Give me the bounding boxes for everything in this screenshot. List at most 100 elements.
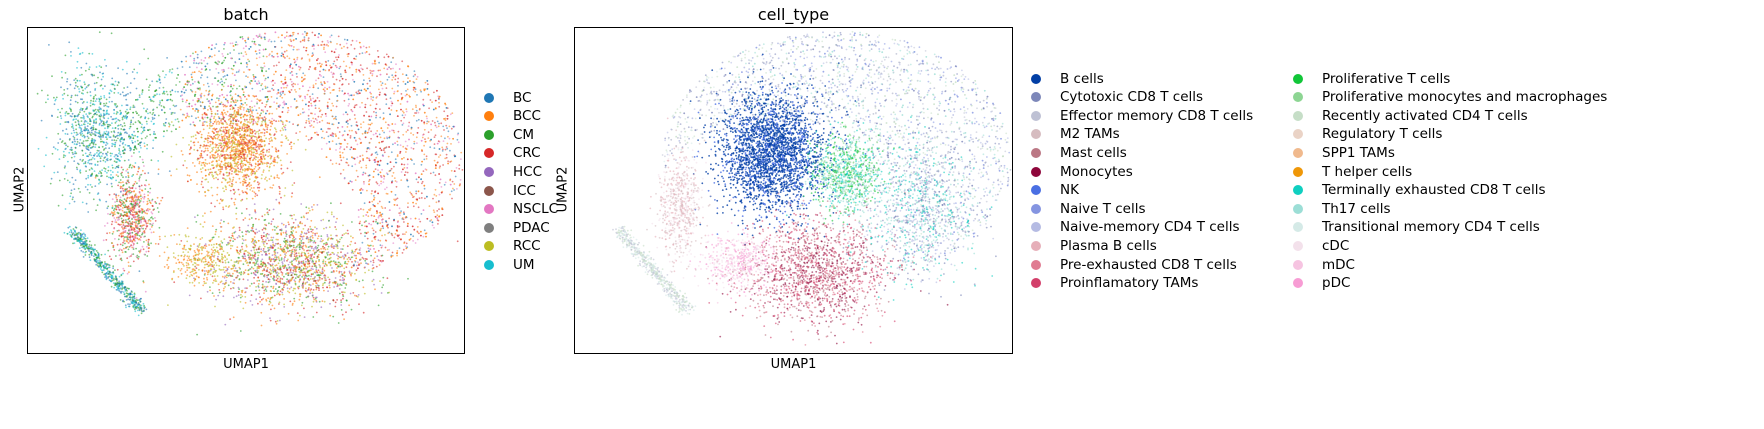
batch-point [156,80,159,83]
batch-point [367,123,370,126]
batch-point [207,132,210,134]
batch-point [242,164,245,167]
batch-point [186,99,188,102]
batch-point [346,252,349,255]
batch-point [401,60,404,63]
batch-point [357,128,360,131]
batch-point [151,80,154,83]
batch-point [237,120,240,122]
batch-point [325,142,328,145]
batch-point [246,66,248,68]
batch-point [400,163,403,166]
batch-point [293,255,296,257]
batch-point [277,89,280,91]
batch-point [210,112,213,115]
batch-point [438,182,441,184]
batch-point [438,193,441,196]
batch-point [188,66,191,68]
batch-point [168,70,171,73]
batch-point [140,220,142,223]
batch-point [361,241,364,244]
batch-point [444,119,447,122]
batch-point [255,109,258,112]
batch-point [119,258,122,260]
batch-point [233,192,236,195]
batch-point [247,110,250,113]
batch-point [410,147,413,149]
batch-point [233,101,236,104]
batch-point [228,115,231,117]
batch-point [280,93,282,96]
batch-point [204,57,207,59]
batch-point [249,130,252,132]
batch-point [203,112,206,115]
batch-point [214,61,217,64]
batch-point [226,94,229,97]
batch-point [330,34,333,37]
batch-point [309,99,312,102]
batch-point [441,150,444,152]
batch-point [455,167,458,169]
batch-point [380,84,383,87]
batch-point [218,157,221,159]
batch-point [386,78,389,81]
batch-point [126,196,129,199]
batch-point [371,227,374,230]
batch-point [143,165,145,167]
batch-point [282,83,285,86]
batch-point [171,99,174,102]
batch-point [127,176,130,179]
batch-point [335,78,338,81]
batch-point [122,207,124,209]
batch-point [372,245,374,247]
batch-point [147,220,150,222]
batch-point [231,144,234,147]
batch-point [217,79,220,82]
batch-point [137,238,140,241]
batch-point [158,235,161,238]
batch-point [170,111,173,114]
batch-point [415,136,418,139]
batch-point [137,130,139,133]
batch-point [446,147,449,150]
batch-point [131,133,134,136]
batch-point [220,89,223,91]
batch-point [438,167,441,169]
batch-point [132,242,135,245]
batch-point [380,260,382,262]
batch-point [250,266,253,269]
batch-point [119,233,122,235]
batch-point [345,78,347,81]
batch-point [263,62,266,65]
batch-point [384,121,387,124]
batch-point [410,158,412,161]
batch-point [368,115,370,118]
batch-point [216,164,219,167]
batch-point [282,247,285,250]
batch-point [347,55,349,58]
batch-point [426,122,428,125]
batch-point [194,110,197,112]
batch-point [218,117,221,120]
batch-point [312,126,315,128]
batch-point [236,124,239,127]
batch-point [207,181,210,183]
batch-point [270,285,273,288]
batch-point [368,46,371,48]
batch-point [135,221,137,223]
batch-point [379,222,382,225]
batch-point [460,151,463,154]
batch-point [219,198,222,201]
batch-point [226,126,228,129]
batch-point [247,36,250,39]
batch-point [135,196,138,199]
batch-point [202,107,205,110]
batch-point [330,109,333,112]
batch-point [308,101,310,103]
batch-point [326,88,329,90]
batch-point [286,31,288,34]
batch-point [288,121,291,123]
batch-point [121,251,124,254]
batch-point [220,160,223,163]
batch-point [361,224,363,227]
